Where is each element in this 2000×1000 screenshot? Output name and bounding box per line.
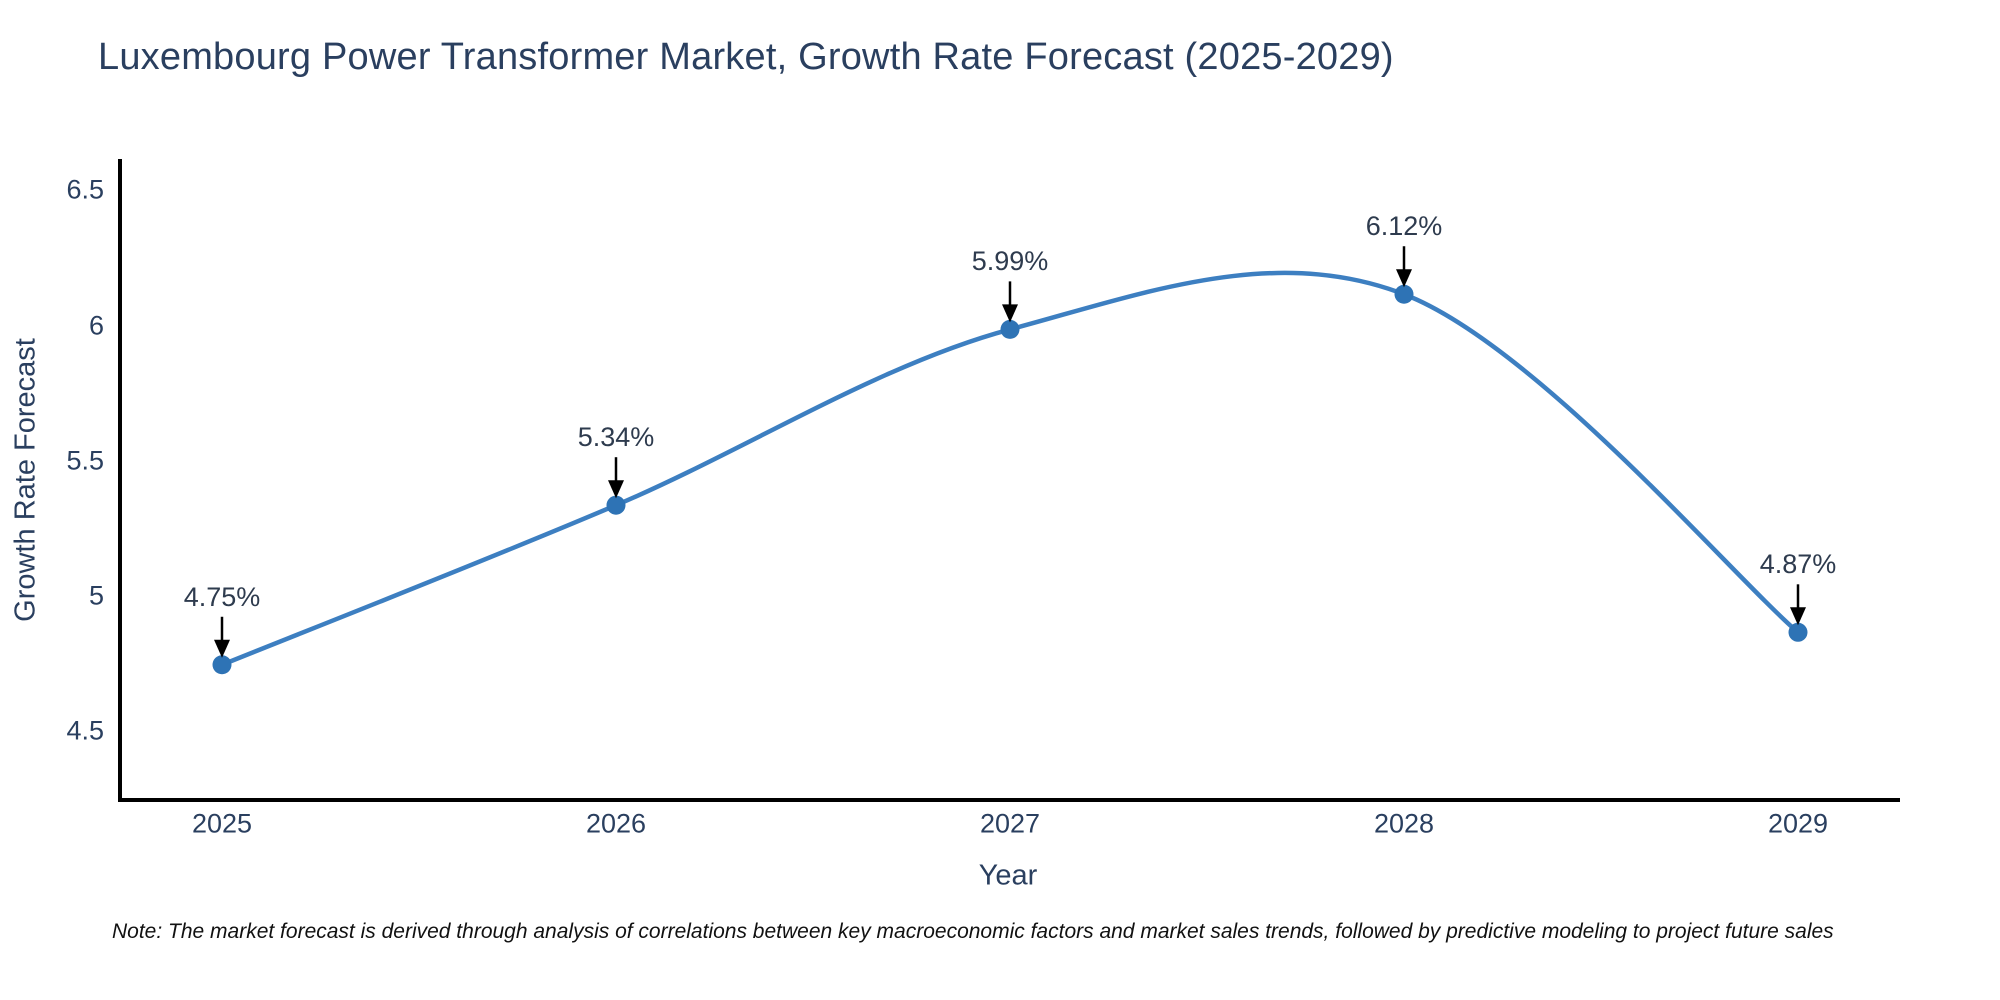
data-point-marker	[1788, 622, 1808, 642]
y-tick-label: 4.5	[66, 715, 104, 746]
point-annotation: 5.99%	[971, 246, 1049, 277]
annotation-arrow-head	[608, 480, 624, 499]
x-axis-title: Year	[978, 859, 1038, 892]
x-tick-label: 2026	[585, 808, 647, 839]
y-tick-label: 5	[88, 580, 104, 611]
trend-line	[219, 270, 1801, 668]
data-point-marker	[606, 495, 626, 515]
x-tick-label: 2025	[191, 808, 253, 839]
y-tick-label: 5.5	[66, 445, 104, 476]
y-tick-label: 6	[88, 309, 104, 340]
point-annotation: 6.12%	[1365, 211, 1443, 242]
point-annotation: 4.87%	[1759, 549, 1837, 580]
data-point-marker	[212, 655, 232, 675]
x-tick-label: 2028	[1373, 808, 1435, 839]
annotation-arrow-head	[1396, 269, 1412, 288]
axis-lines	[118, 159, 1900, 802]
x-tick-label: 2029	[1767, 808, 1829, 839]
y-axis-title: Growth Rate Forecast	[9, 338, 42, 622]
y-tick-label: 6.5	[66, 174, 104, 205]
x-tick-label: 2027	[979, 808, 1041, 839]
annotation-arrow-head	[214, 639, 230, 658]
point-annotation: 4.75%	[183, 581, 261, 612]
annotation-arrow-head	[1790, 607, 1806, 626]
data-point-marker	[1000, 319, 1020, 339]
chart-title: Luxembourg Power Transformer Market, Gro…	[98, 36, 1394, 78]
data-point-marker	[1394, 284, 1414, 304]
chart-note: Note: The market forecast is derived thr…	[112, 920, 1834, 943]
annotation-arrow-head	[1002, 304, 1018, 323]
point-annotation: 5.34%	[577, 422, 655, 453]
